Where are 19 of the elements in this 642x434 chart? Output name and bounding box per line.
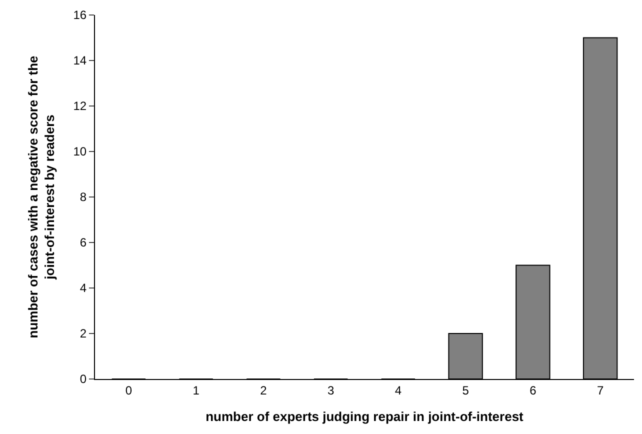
x-tick-label: 5 [462,383,470,398]
x-axis-title: number of experts judging repair in joint-of-interest [206,409,524,424]
y-axis-title: number of cases with a negative score for the joint-of-interest by readers [25,56,58,338]
y-tick-label: 10 [73,144,87,159]
y-tick-label: 12 [73,99,87,114]
y-tick-label: 4 [80,281,87,296]
x-tick-label: 7 [596,383,604,398]
y-tick-label: 0 [80,372,87,386]
x-tick-label: 6 [530,383,537,398]
x-tick-label: 4 [394,383,402,398]
y-tick-label: 8 [80,190,87,204]
y-tick-label: 16 [73,8,87,22]
y-tick-label: 14 [73,54,87,68]
x-tick-label: 3 [327,383,334,398]
x-tick-label: 1 [192,383,200,398]
y-tick-label: 2 [80,326,87,341]
y-tick-label: 6 [80,236,87,250]
x-tick-label: 0 [125,383,132,398]
x-tick-label: 2 [260,383,268,398]
